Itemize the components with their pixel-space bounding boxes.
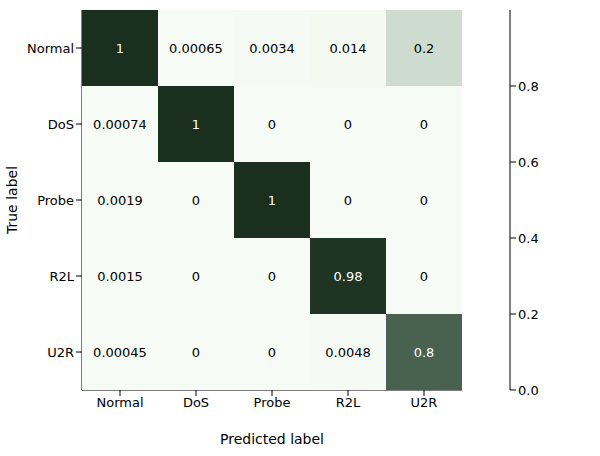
svg-text:DoS: DoS bbox=[48, 117, 74, 132]
svg-text:1: 1 bbox=[268, 193, 276, 208]
svg-text:0: 0 bbox=[420, 193, 428, 208]
svg-text:0.00065: 0.00065 bbox=[169, 41, 223, 56]
svg-text:DoS: DoS bbox=[183, 395, 209, 410]
svg-text:0: 0 bbox=[268, 269, 276, 284]
svg-text:0.0015: 0.0015 bbox=[97, 269, 143, 284]
svg-text:R2L: R2L bbox=[49, 269, 74, 284]
svg-text:0: 0 bbox=[192, 193, 200, 208]
svg-text:0.2: 0.2 bbox=[518, 307, 539, 322]
svg-text:Normal: Normal bbox=[27, 41, 74, 56]
svg-text:True label: True label bbox=[8, 166, 20, 235]
svg-text:0.00045: 0.00045 bbox=[93, 345, 147, 360]
svg-text:Probe: Probe bbox=[37, 193, 74, 208]
svg-text:0.0: 0.0 bbox=[518, 383, 539, 398]
svg-text:0: 0 bbox=[268, 117, 276, 132]
svg-text:U2R: U2R bbox=[47, 345, 74, 360]
svg-text:U2R: U2R bbox=[411, 395, 438, 410]
svg-text:0.2: 0.2 bbox=[414, 41, 435, 56]
svg-text:Predicted label: Predicted label bbox=[220, 431, 324, 447]
svg-text:1: 1 bbox=[192, 117, 200, 132]
svg-text:0.6: 0.6 bbox=[518, 155, 539, 170]
svg-text:0: 0 bbox=[344, 117, 352, 132]
svg-text:R2L: R2L bbox=[336, 395, 361, 410]
svg-text:1: 1 bbox=[116, 41, 124, 56]
svg-text:0: 0 bbox=[420, 269, 428, 284]
svg-text:0: 0 bbox=[268, 345, 276, 360]
svg-text:0: 0 bbox=[192, 345, 200, 360]
svg-text:0.0019: 0.0019 bbox=[97, 193, 143, 208]
svg-text:0.00074: 0.00074 bbox=[93, 117, 147, 132]
svg-text:0.0034: 0.0034 bbox=[249, 41, 295, 56]
svg-text:0.4: 0.4 bbox=[518, 231, 539, 246]
svg-text:Normal: Normal bbox=[96, 395, 143, 410]
svg-text:0.014: 0.014 bbox=[329, 41, 366, 56]
svg-text:0.8: 0.8 bbox=[414, 345, 435, 360]
svg-text:0: 0 bbox=[344, 193, 352, 208]
svg-text:0.0048: 0.0048 bbox=[325, 345, 371, 360]
svg-text:0.98: 0.98 bbox=[334, 269, 363, 284]
svg-text:0.8: 0.8 bbox=[518, 79, 539, 94]
svg-text:0: 0 bbox=[420, 117, 428, 132]
svg-text:Probe: Probe bbox=[254, 395, 291, 410]
svg-text:0: 0 bbox=[192, 269, 200, 284]
